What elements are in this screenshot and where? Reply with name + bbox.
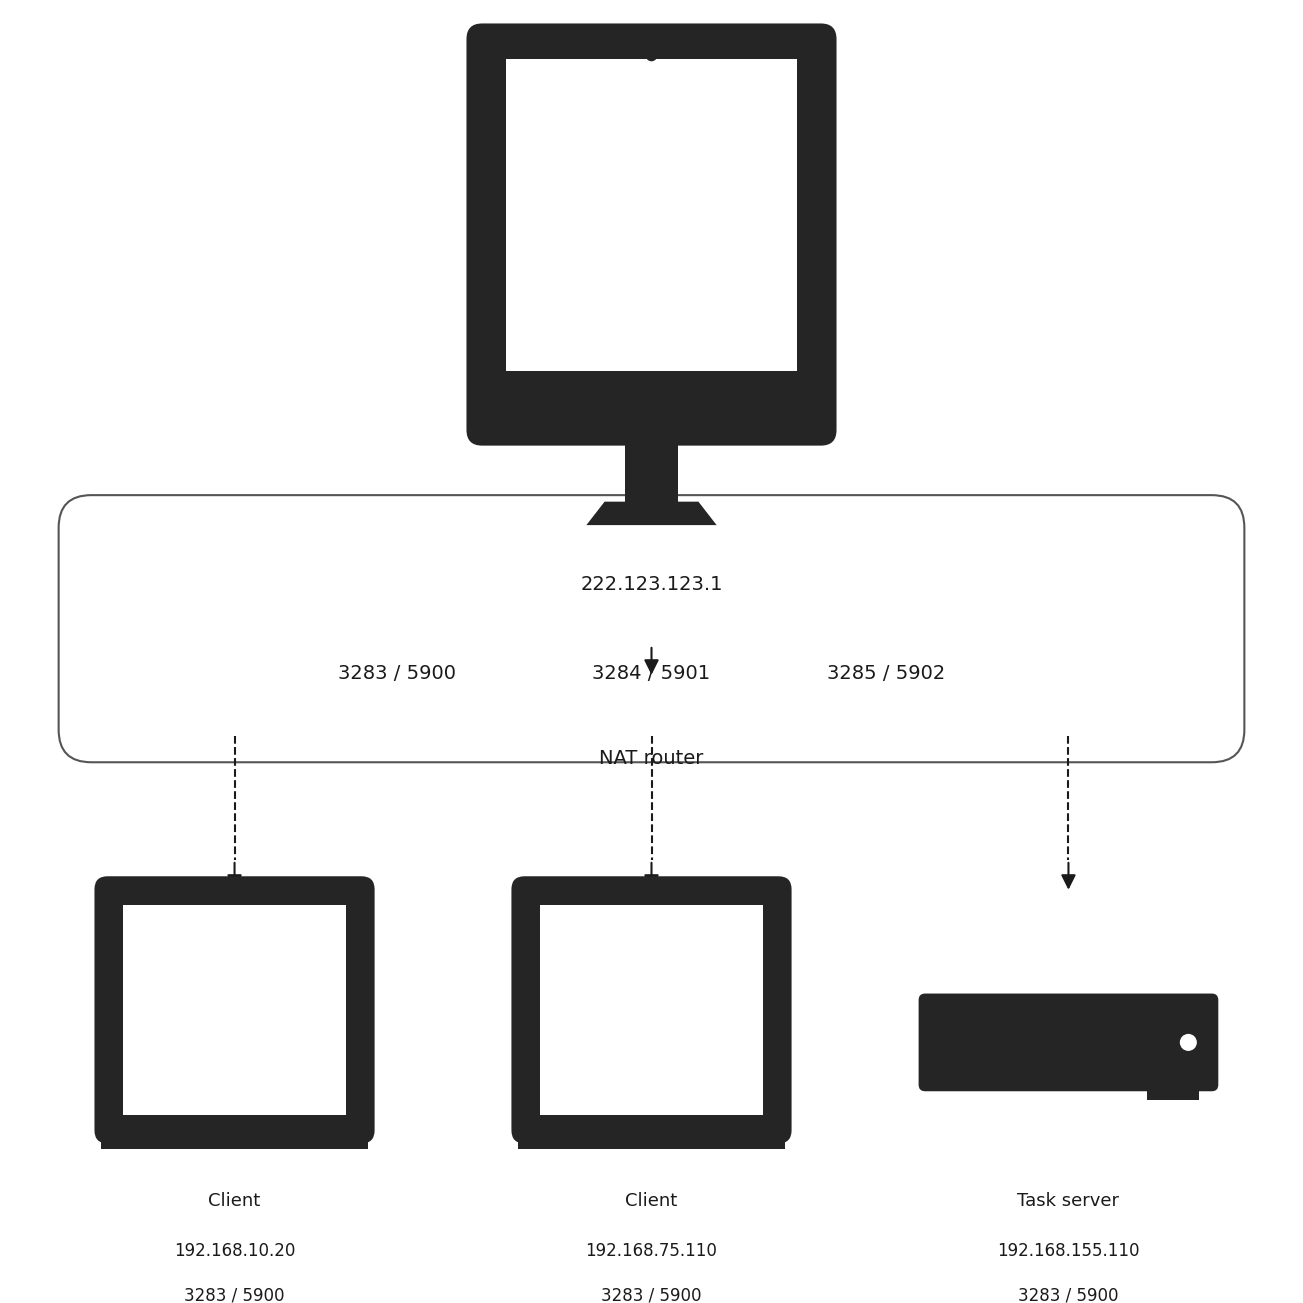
Text: NAT router: NAT router xyxy=(599,749,704,769)
Bar xyxy=(1147,1084,1199,1100)
Text: Client: Client xyxy=(625,1192,678,1210)
Text: 3283 / 5900: 3283 / 5900 xyxy=(184,1286,285,1303)
FancyBboxPatch shape xyxy=(506,59,797,371)
Text: Client: Client xyxy=(208,1192,261,1210)
Circle shape xyxy=(231,896,238,904)
Text: 222.123.123.1: 222.123.123.1 xyxy=(580,575,723,594)
FancyBboxPatch shape xyxy=(466,23,837,446)
Text: 3283 / 5900: 3283 / 5900 xyxy=(339,663,456,683)
Text: 3284 / 5901: 3284 / 5901 xyxy=(593,663,710,683)
Text: 3283 / 5900: 3283 / 5900 xyxy=(601,1286,702,1303)
FancyBboxPatch shape xyxy=(511,876,791,1144)
Text: 192.168.75.110: 192.168.75.110 xyxy=(585,1242,718,1260)
Circle shape xyxy=(1181,1035,1196,1050)
FancyBboxPatch shape xyxy=(122,904,347,1114)
Polygon shape xyxy=(586,502,717,525)
Text: 192.168.155.110: 192.168.155.110 xyxy=(997,1242,1140,1260)
Text: Task server: Task server xyxy=(1018,1192,1119,1210)
FancyBboxPatch shape xyxy=(94,876,375,1144)
Text: 192.168.10.20: 192.168.10.20 xyxy=(173,1242,296,1260)
Text: 3283 / 5900: 3283 / 5900 xyxy=(1018,1286,1119,1303)
Bar xyxy=(625,430,678,502)
FancyBboxPatch shape xyxy=(919,993,1218,1092)
Circle shape xyxy=(648,896,655,904)
FancyBboxPatch shape xyxy=(59,495,1244,762)
Circle shape xyxy=(646,51,657,61)
FancyBboxPatch shape xyxy=(539,904,764,1114)
Text: 3285 / 5902: 3285 / 5902 xyxy=(827,663,945,683)
Bar xyxy=(100,1130,367,1149)
Text: Administrator: Administrator xyxy=(585,23,718,43)
Bar xyxy=(517,1130,784,1149)
